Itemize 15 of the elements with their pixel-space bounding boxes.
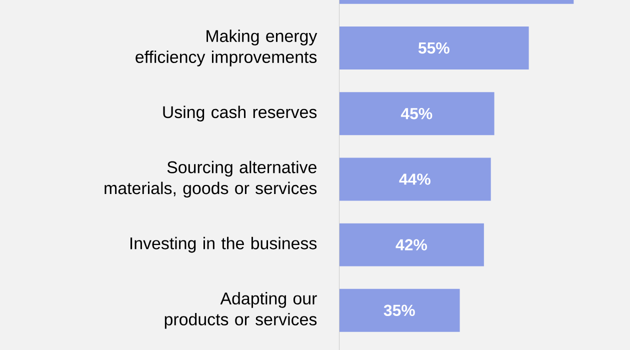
- data-label: 55%: [418, 42, 450, 54]
- y-tick-label: Adapting our products or services: [164, 292, 317, 329]
- bar: [338, 158, 491, 201]
- bar: [338, 92, 494, 136]
- y-tick-label: Using cash reserves: [163, 106, 317, 122]
- y-tick-label: Making energy efficiency improvements: [136, 30, 318, 66]
- data-label: 42%: [396, 239, 427, 250]
- y-tick-label: Sourcing alternative materials, goods or services: [104, 160, 317, 198]
- bar: [338, 223, 484, 266]
- data-label: 45%: [400, 108, 432, 120]
- bar: [338, 288, 460, 332]
- bar: [338, 26, 529, 70]
- data-label: 35%: [384, 304, 415, 316]
- data-label: 44%: [399, 174, 430, 185]
- y-tick-label: Investing in the business: [130, 236, 317, 253]
